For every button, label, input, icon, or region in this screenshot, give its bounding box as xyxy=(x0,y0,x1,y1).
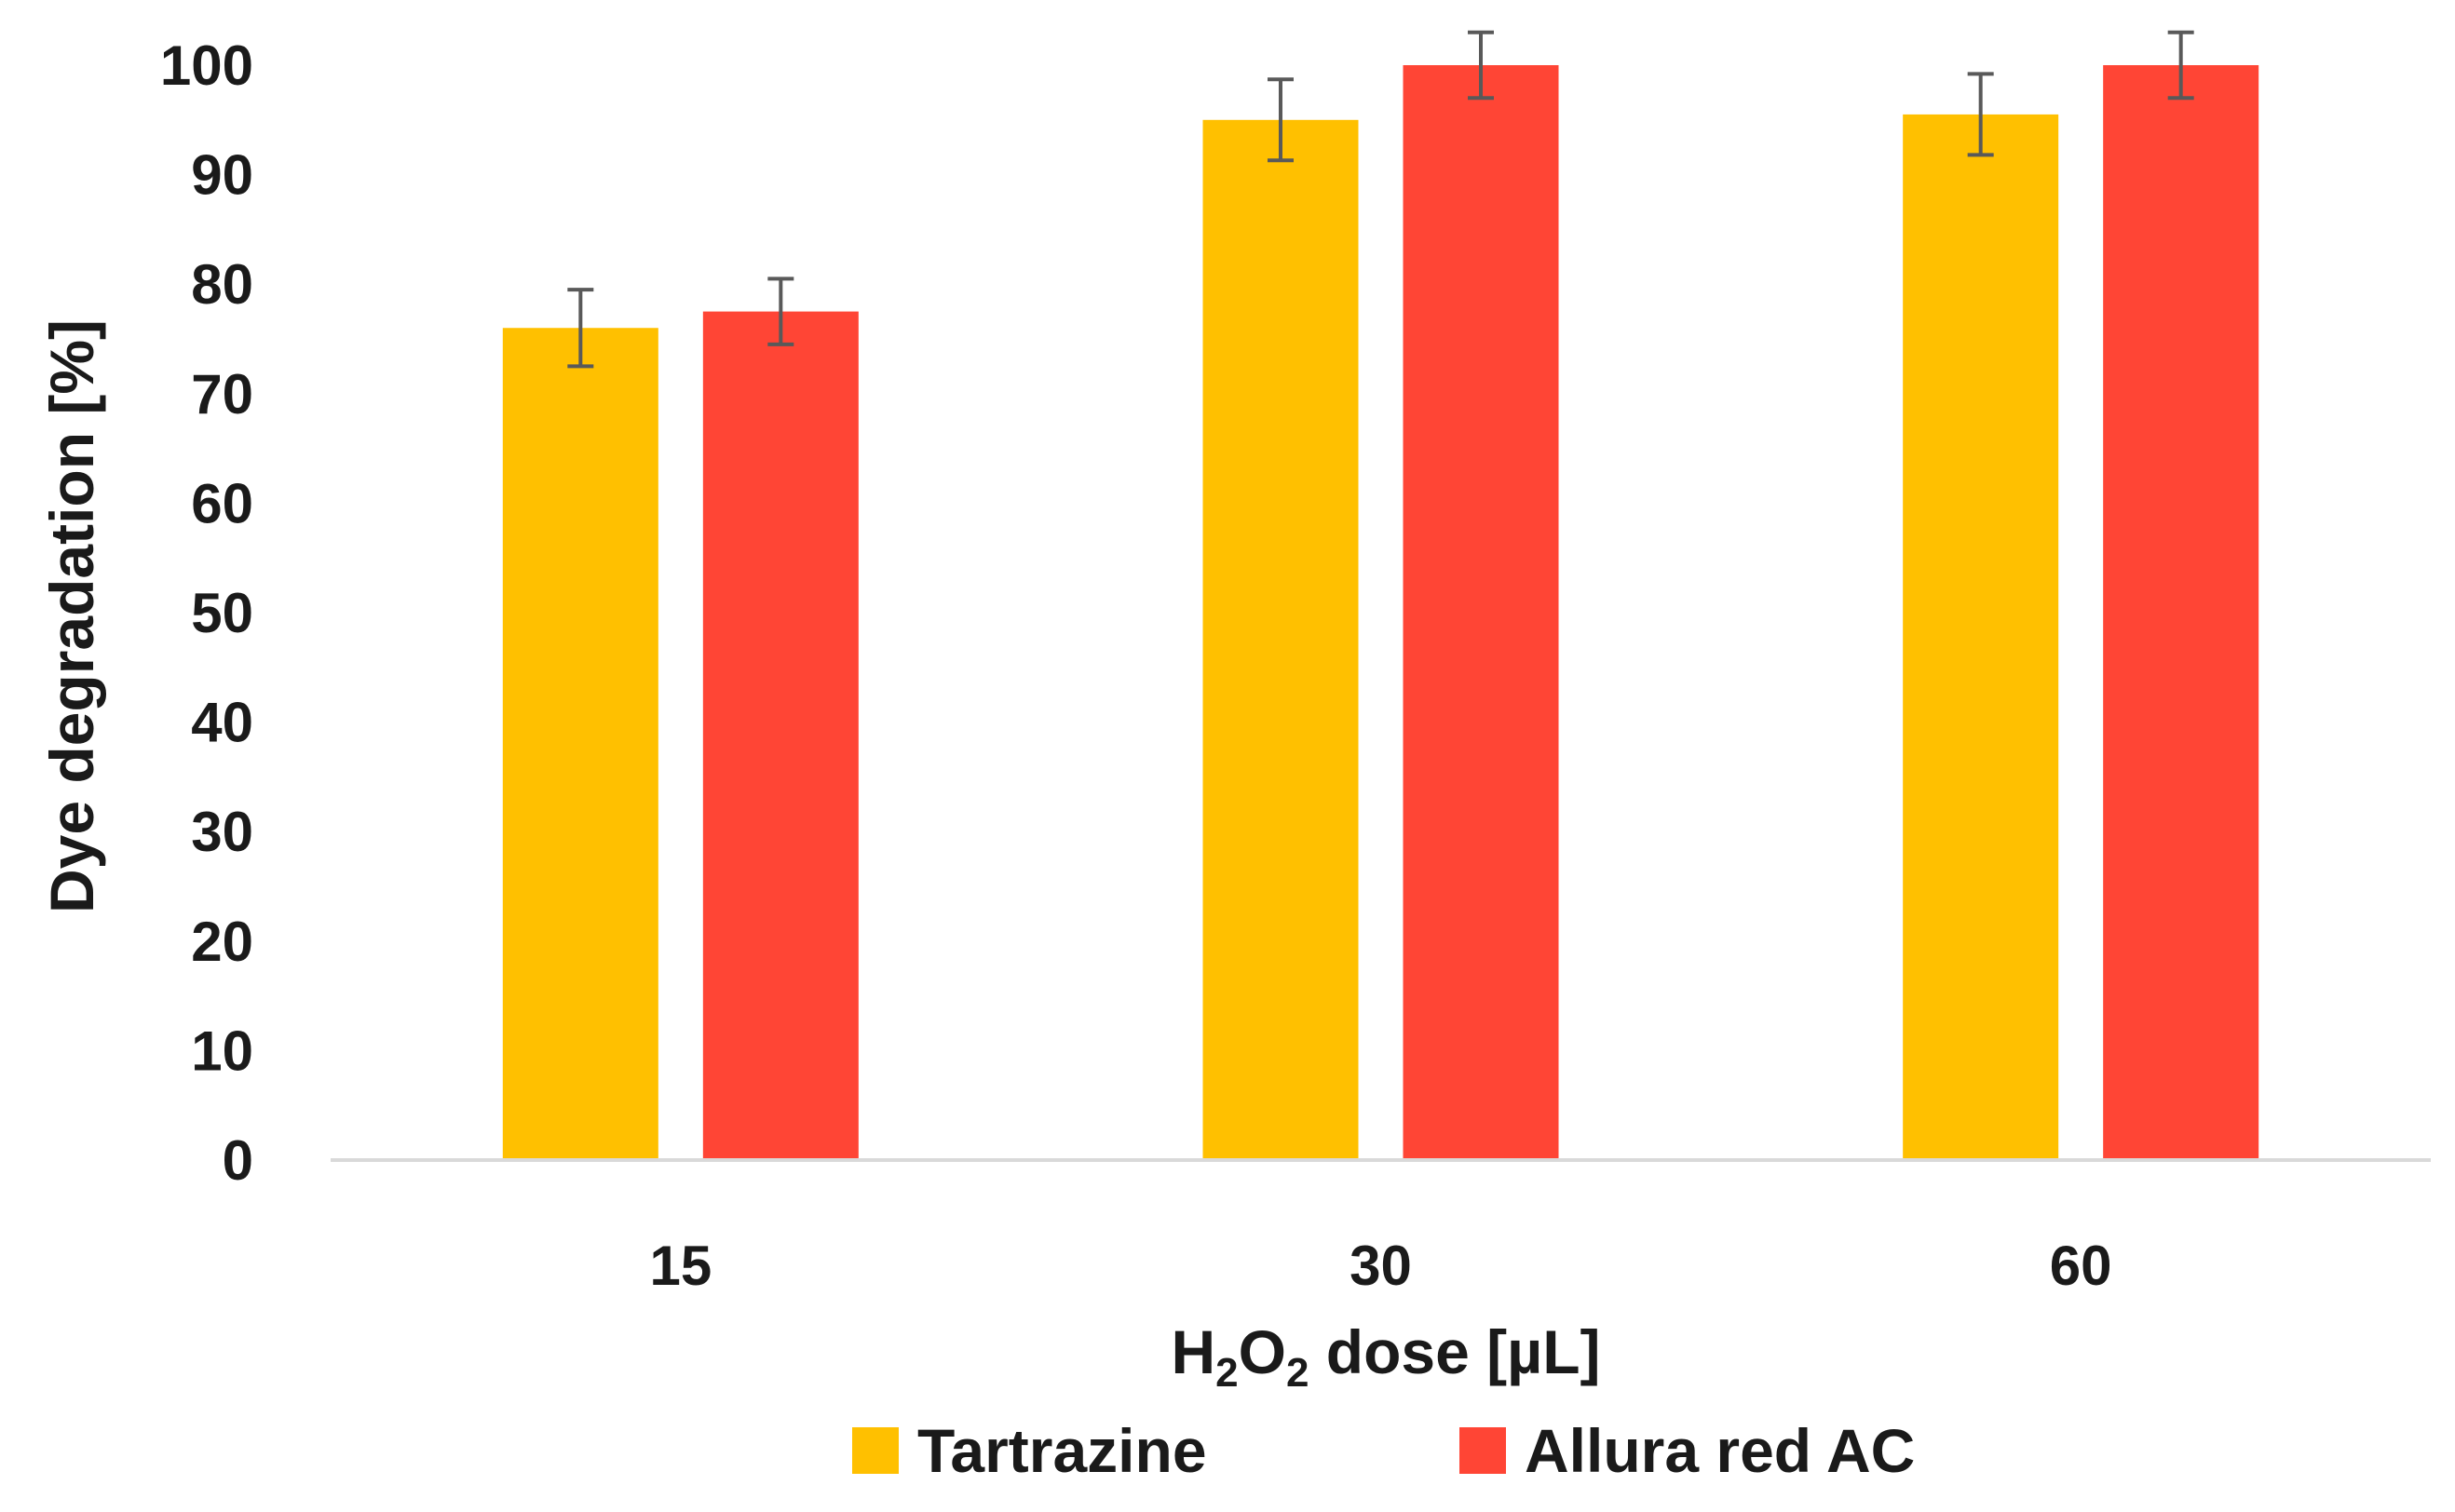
y-tick-label-50: 50 xyxy=(191,582,253,644)
y-tick-label-80: 80 xyxy=(191,253,253,316)
error-bar-allura-red-ac-30 xyxy=(1468,30,1494,101)
y-tick-label-20: 20 xyxy=(191,911,253,973)
y-axis-title: Dye degradation [%] xyxy=(37,319,106,913)
x-title-tail: dose [µL] xyxy=(1309,1317,1600,1386)
y-tick-label-70: 70 xyxy=(191,363,253,425)
legend-label-allura-red-ac: Allura red AC xyxy=(1525,1416,1915,1485)
bar-allura-red-ac-15 xyxy=(702,311,859,1161)
legend-label-tartrazine: Tartrazine xyxy=(917,1416,1207,1485)
y-tick-label-60: 60 xyxy=(191,472,253,534)
bar-tartrazine-30 xyxy=(1202,119,1359,1160)
x-title-h: H xyxy=(1171,1317,1215,1386)
legend-swatch-allura-red-ac xyxy=(1459,1427,1506,1474)
error-bar-allura-red-ac-15 xyxy=(767,277,794,346)
y-tick-label-0: 0 xyxy=(223,1129,253,1192)
x-axis-ticks: 15 30 60 xyxy=(649,1235,2111,1297)
legend: Tartrazine Allura red AC xyxy=(852,1416,1915,1485)
y-tick-label-30: 30 xyxy=(191,801,253,863)
x-tick-label-15: 15 xyxy=(649,1235,712,1297)
bars-group xyxy=(502,65,2259,1161)
error-bar-tartrazine-60 xyxy=(1967,72,1994,157)
y-tick-label-10: 10 xyxy=(191,1019,253,1082)
y-axis-ticks: 0 10 20 30 40 50 60 70 80 90 100 xyxy=(160,34,253,1192)
bar-allura-red-ac-60 xyxy=(2103,65,2259,1160)
bar-allura-red-ac-30 xyxy=(1403,65,1559,1160)
error-bar-tartrazine-30 xyxy=(1268,77,1294,163)
x-tick-label-60: 60 xyxy=(2050,1235,2112,1297)
x-title-sub-2: 2 xyxy=(1286,1350,1309,1396)
x-title-o: O xyxy=(1239,1317,1286,1386)
error-bar-allura-red-ac-60 xyxy=(2167,30,2194,101)
y-tick-label-40: 40 xyxy=(191,692,253,754)
bar-tartrazine-60 xyxy=(1903,114,2059,1160)
x-tick-label-30: 30 xyxy=(1350,1235,1412,1297)
bar-tartrazine-15 xyxy=(502,328,658,1160)
error-bar-tartrazine-15 xyxy=(567,288,594,369)
y-tick-label-100: 100 xyxy=(160,34,253,97)
x-axis-title: H2O2 dose [µL] xyxy=(1171,1317,1600,1396)
x-title-sub-1: 2 xyxy=(1215,1350,1238,1396)
error-bars-group xyxy=(567,30,2194,369)
y-tick-label-90: 90 xyxy=(191,144,253,207)
legend-swatch-tartrazine xyxy=(852,1427,899,1474)
